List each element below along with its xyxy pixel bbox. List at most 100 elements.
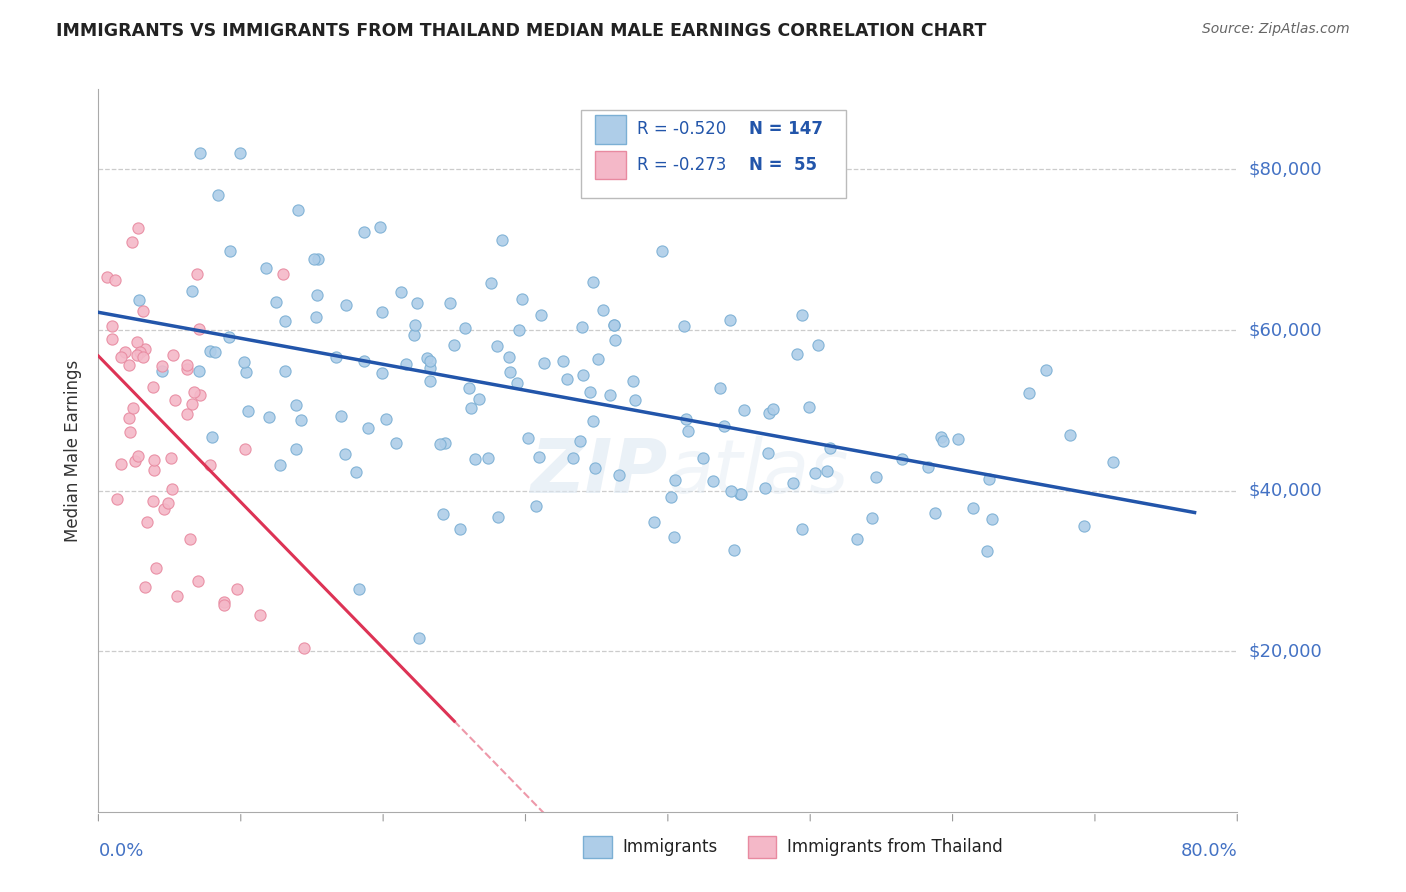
Point bbox=[145, 561, 167, 575]
Point bbox=[586, 351, 609, 366]
Point bbox=[329, 409, 352, 423]
Point bbox=[786, 346, 808, 360]
Point bbox=[188, 146, 211, 161]
Point bbox=[274, 364, 297, 378]
Point bbox=[1035, 362, 1057, 376]
Point bbox=[621, 374, 644, 388]
Point bbox=[946, 432, 969, 446]
Point bbox=[118, 358, 141, 372]
Point bbox=[271, 267, 294, 281]
Text: Immigrants from Thailand: Immigrants from Thailand bbox=[787, 838, 1002, 856]
Point bbox=[433, 435, 456, 450]
Point bbox=[232, 355, 254, 369]
Point bbox=[179, 532, 201, 546]
Point bbox=[290, 413, 312, 427]
Point bbox=[499, 365, 522, 379]
Text: $40,000: $40,000 bbox=[1249, 482, 1322, 500]
Point bbox=[162, 348, 184, 362]
Point bbox=[375, 412, 398, 426]
Text: atlas: atlas bbox=[668, 436, 849, 508]
Point bbox=[134, 580, 156, 594]
Point bbox=[166, 589, 188, 603]
Point bbox=[429, 437, 451, 451]
Point bbox=[269, 458, 291, 472]
Point bbox=[395, 357, 418, 371]
Point bbox=[408, 631, 430, 645]
Point bbox=[758, 406, 780, 420]
Point bbox=[891, 451, 914, 466]
Point bbox=[1018, 385, 1040, 400]
Point bbox=[402, 327, 425, 342]
Point bbox=[479, 276, 502, 290]
Point bbox=[792, 522, 814, 536]
Point bbox=[344, 465, 367, 479]
Point bbox=[599, 388, 621, 402]
Point bbox=[325, 351, 347, 365]
Point bbox=[335, 298, 357, 312]
Point bbox=[733, 402, 755, 417]
Point bbox=[643, 515, 665, 529]
Point bbox=[432, 508, 454, 522]
Text: $20,000: $20,000 bbox=[1249, 642, 1322, 660]
Point bbox=[110, 457, 132, 471]
Point bbox=[292, 640, 315, 655]
Point bbox=[128, 293, 150, 307]
Point bbox=[530, 308, 553, 322]
Point bbox=[370, 305, 392, 319]
Point bbox=[135, 516, 157, 530]
Point bbox=[932, 434, 955, 448]
Text: $80,000: $80,000 bbox=[1249, 161, 1322, 178]
Point bbox=[454, 320, 477, 334]
Point bbox=[142, 493, 165, 508]
Point bbox=[143, 463, 166, 477]
Text: N = 147: N = 147 bbox=[749, 120, 824, 138]
Point bbox=[506, 376, 529, 390]
Point bbox=[1059, 427, 1081, 442]
Point bbox=[307, 252, 329, 266]
Point bbox=[134, 342, 156, 356]
Point bbox=[129, 344, 152, 359]
Point bbox=[508, 323, 530, 337]
Point bbox=[235, 365, 257, 379]
Point bbox=[118, 411, 141, 425]
Point bbox=[498, 350, 520, 364]
Text: R = -0.520: R = -0.520 bbox=[637, 120, 725, 138]
Point bbox=[485, 338, 508, 352]
Point bbox=[443, 338, 465, 352]
Point bbox=[981, 512, 1004, 526]
Point bbox=[370, 219, 392, 234]
Point bbox=[105, 491, 128, 506]
Point bbox=[101, 319, 124, 334]
Point bbox=[124, 454, 146, 468]
Point bbox=[353, 354, 375, 368]
Point bbox=[491, 233, 513, 247]
Point bbox=[101, 332, 124, 346]
Point bbox=[865, 470, 887, 484]
Point bbox=[792, 308, 814, 322]
Point bbox=[229, 146, 252, 161]
Point bbox=[122, 401, 145, 416]
Point bbox=[664, 474, 686, 488]
Point bbox=[603, 333, 626, 347]
Point bbox=[439, 296, 461, 310]
Point bbox=[723, 543, 745, 558]
Y-axis label: Median Male Earnings: Median Male Earnings bbox=[65, 359, 83, 541]
Point bbox=[287, 202, 309, 217]
Point bbox=[533, 356, 555, 370]
Point bbox=[385, 435, 408, 450]
Point bbox=[659, 491, 682, 505]
Point bbox=[152, 502, 174, 516]
Point bbox=[449, 522, 471, 536]
Point bbox=[257, 409, 280, 424]
Point bbox=[818, 441, 841, 455]
Text: $60,000: $60,000 bbox=[1249, 321, 1322, 339]
Point bbox=[807, 338, 830, 352]
Point bbox=[200, 343, 222, 358]
Point bbox=[405, 295, 427, 310]
Point bbox=[662, 530, 685, 544]
Point bbox=[127, 348, 149, 362]
Point bbox=[163, 392, 186, 407]
Point bbox=[583, 461, 606, 475]
Point bbox=[142, 380, 165, 394]
Point bbox=[186, 267, 208, 281]
